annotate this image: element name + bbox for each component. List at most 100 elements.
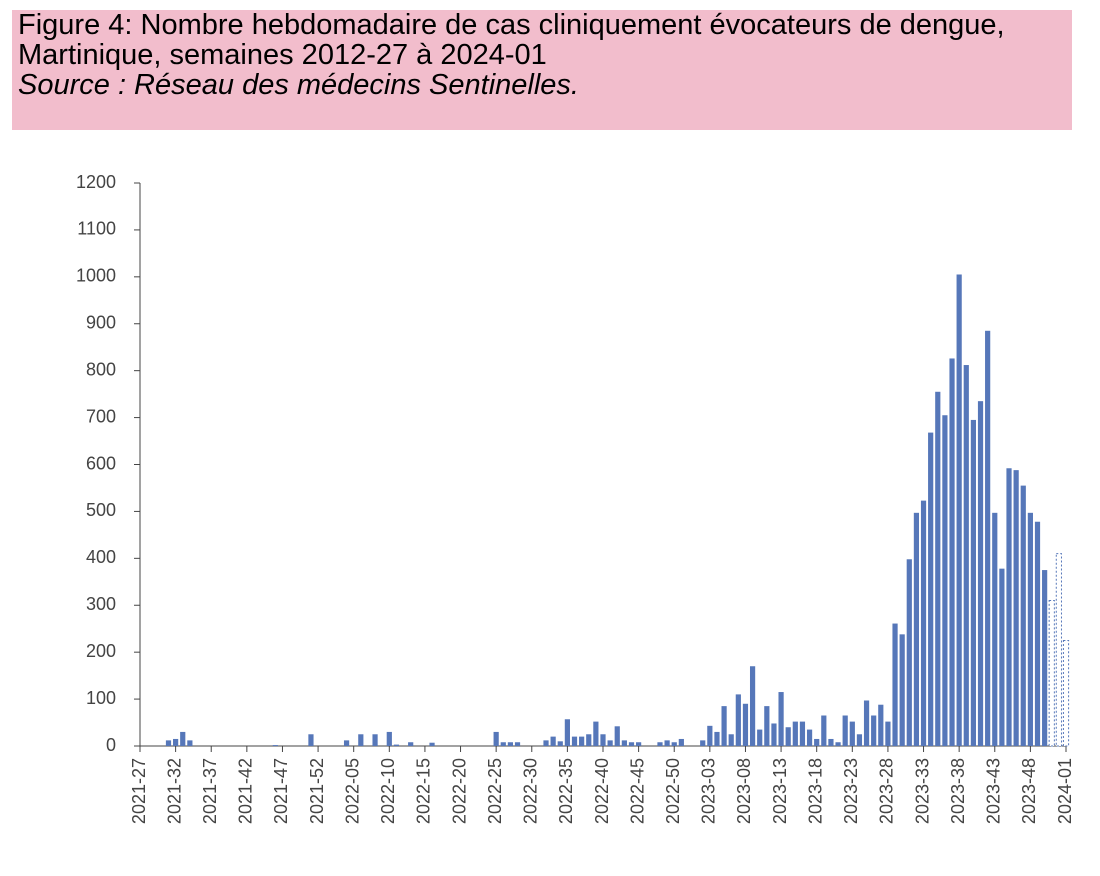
bar: [899, 634, 905, 746]
bar: [849, 721, 855, 746]
bar: [735, 694, 741, 746]
bar: [272, 745, 278, 746]
x-tick-label: 2023-23: [841, 758, 861, 824]
bar: [742, 703, 749, 746]
bar: [799, 721, 806, 746]
bar: [871, 715, 877, 746]
bar: [778, 692, 784, 746]
x-tick-label: 2021-32: [164, 758, 184, 824]
bar: [429, 742, 435, 746]
bar: [173, 738, 179, 746]
bar: [1034, 521, 1041, 746]
bar: [614, 726, 620, 746]
x-tick-label: 2022-45: [627, 758, 647, 824]
bar: [657, 742, 663, 746]
x-tick-label: 2022-35: [556, 758, 576, 824]
bar: [963, 365, 969, 746]
bar: [806, 729, 813, 746]
bar: [343, 740, 350, 746]
bar: [1055, 553, 1062, 747]
bar: [550, 736, 556, 746]
y-tick-label: 1000: [76, 266, 116, 286]
bar: [358, 734, 364, 746]
x-tick-label: 2021-42: [236, 758, 256, 824]
y-tick-label: 500: [86, 500, 116, 520]
bar: [564, 719, 570, 746]
bar: [835, 742, 841, 746]
bar: [856, 734, 863, 746]
x-tick-label: 2023-38: [948, 758, 968, 824]
bar: [1027, 512, 1033, 746]
bar: [628, 742, 635, 746]
y-tick-label: 0: [106, 735, 116, 755]
bar: [586, 734, 592, 746]
y-tick-label: 800: [86, 359, 116, 379]
y-tick-label: 900: [86, 313, 116, 333]
y-tick-label: 700: [86, 406, 116, 426]
bar: [764, 706, 770, 746]
bar: [678, 738, 684, 746]
bar: [792, 721, 798, 746]
chart-subtitle: Source : Réseau des médecins Sentinelles…: [18, 69, 579, 101]
bar: [1020, 485, 1026, 746]
bar: [408, 742, 414, 746]
bar: [878, 704, 884, 746]
x-tick-label: 2023-43: [984, 758, 1004, 824]
y-tick-label: 600: [86, 453, 116, 473]
bar: [928, 432, 934, 746]
bar: [500, 742, 506, 746]
bar: [165, 740, 172, 746]
bar: [985, 330, 991, 746]
x-tick-label: 2021-52: [307, 758, 327, 824]
bar: [1048, 600, 1055, 747]
bar: [906, 559, 912, 746]
y-tick-label: 1100: [77, 219, 116, 239]
x-tick-label: 2021-27: [129, 758, 149, 824]
bar: [593, 721, 599, 746]
bar: [728, 734, 734, 746]
bar: [507, 742, 513, 746]
bar: [992, 512, 998, 746]
bar: [1062, 639, 1070, 747]
bar: [863, 700, 870, 746]
bar: [785, 727, 791, 746]
bar: [671, 742, 677, 746]
x-tick-label: 2023-08: [734, 758, 754, 824]
y-tick-label: 1200: [76, 172, 116, 192]
bar: [821, 715, 827, 746]
x-tick-label: 2022-10: [378, 758, 398, 824]
bar: [571, 736, 578, 746]
x-tick-label: 2021-37: [200, 758, 220, 824]
title-box: Figure 4: Nombre hebdomadaire de cas cli…: [12, 10, 1072, 130]
bar: [885, 721, 891, 746]
bar: [386, 731, 392, 746]
x-tick-label: 2023-48: [1019, 758, 1039, 824]
bar: [308, 734, 314, 746]
x-tick-label: 2023-33: [912, 758, 932, 824]
x-tick-label: 2023-03: [699, 758, 719, 824]
bar: [757, 729, 763, 746]
bar: [621, 740, 627, 746]
bar: [977, 401, 984, 746]
x-tick-label: 2022-05: [342, 758, 362, 824]
bar: [935, 391, 941, 746]
bar: [372, 734, 378, 746]
x-tick-label: 2022-20: [449, 758, 469, 824]
bar: [771, 723, 777, 746]
bar: [942, 415, 948, 746]
bar: [664, 740, 670, 746]
bar: [828, 738, 834, 746]
y-tick-label: 300: [86, 594, 116, 614]
bar: [714, 731, 720, 746]
y-tick-label: 200: [86, 641, 116, 661]
bar: [920, 500, 927, 746]
bar: [1042, 570, 1048, 746]
bar: [949, 358, 955, 746]
x-tick-label: 2021-47: [271, 758, 291, 824]
bar: [600, 734, 606, 746]
bar: [514, 742, 521, 746]
bar: [187, 740, 193, 746]
x-tick-label: 2022-50: [663, 758, 683, 824]
